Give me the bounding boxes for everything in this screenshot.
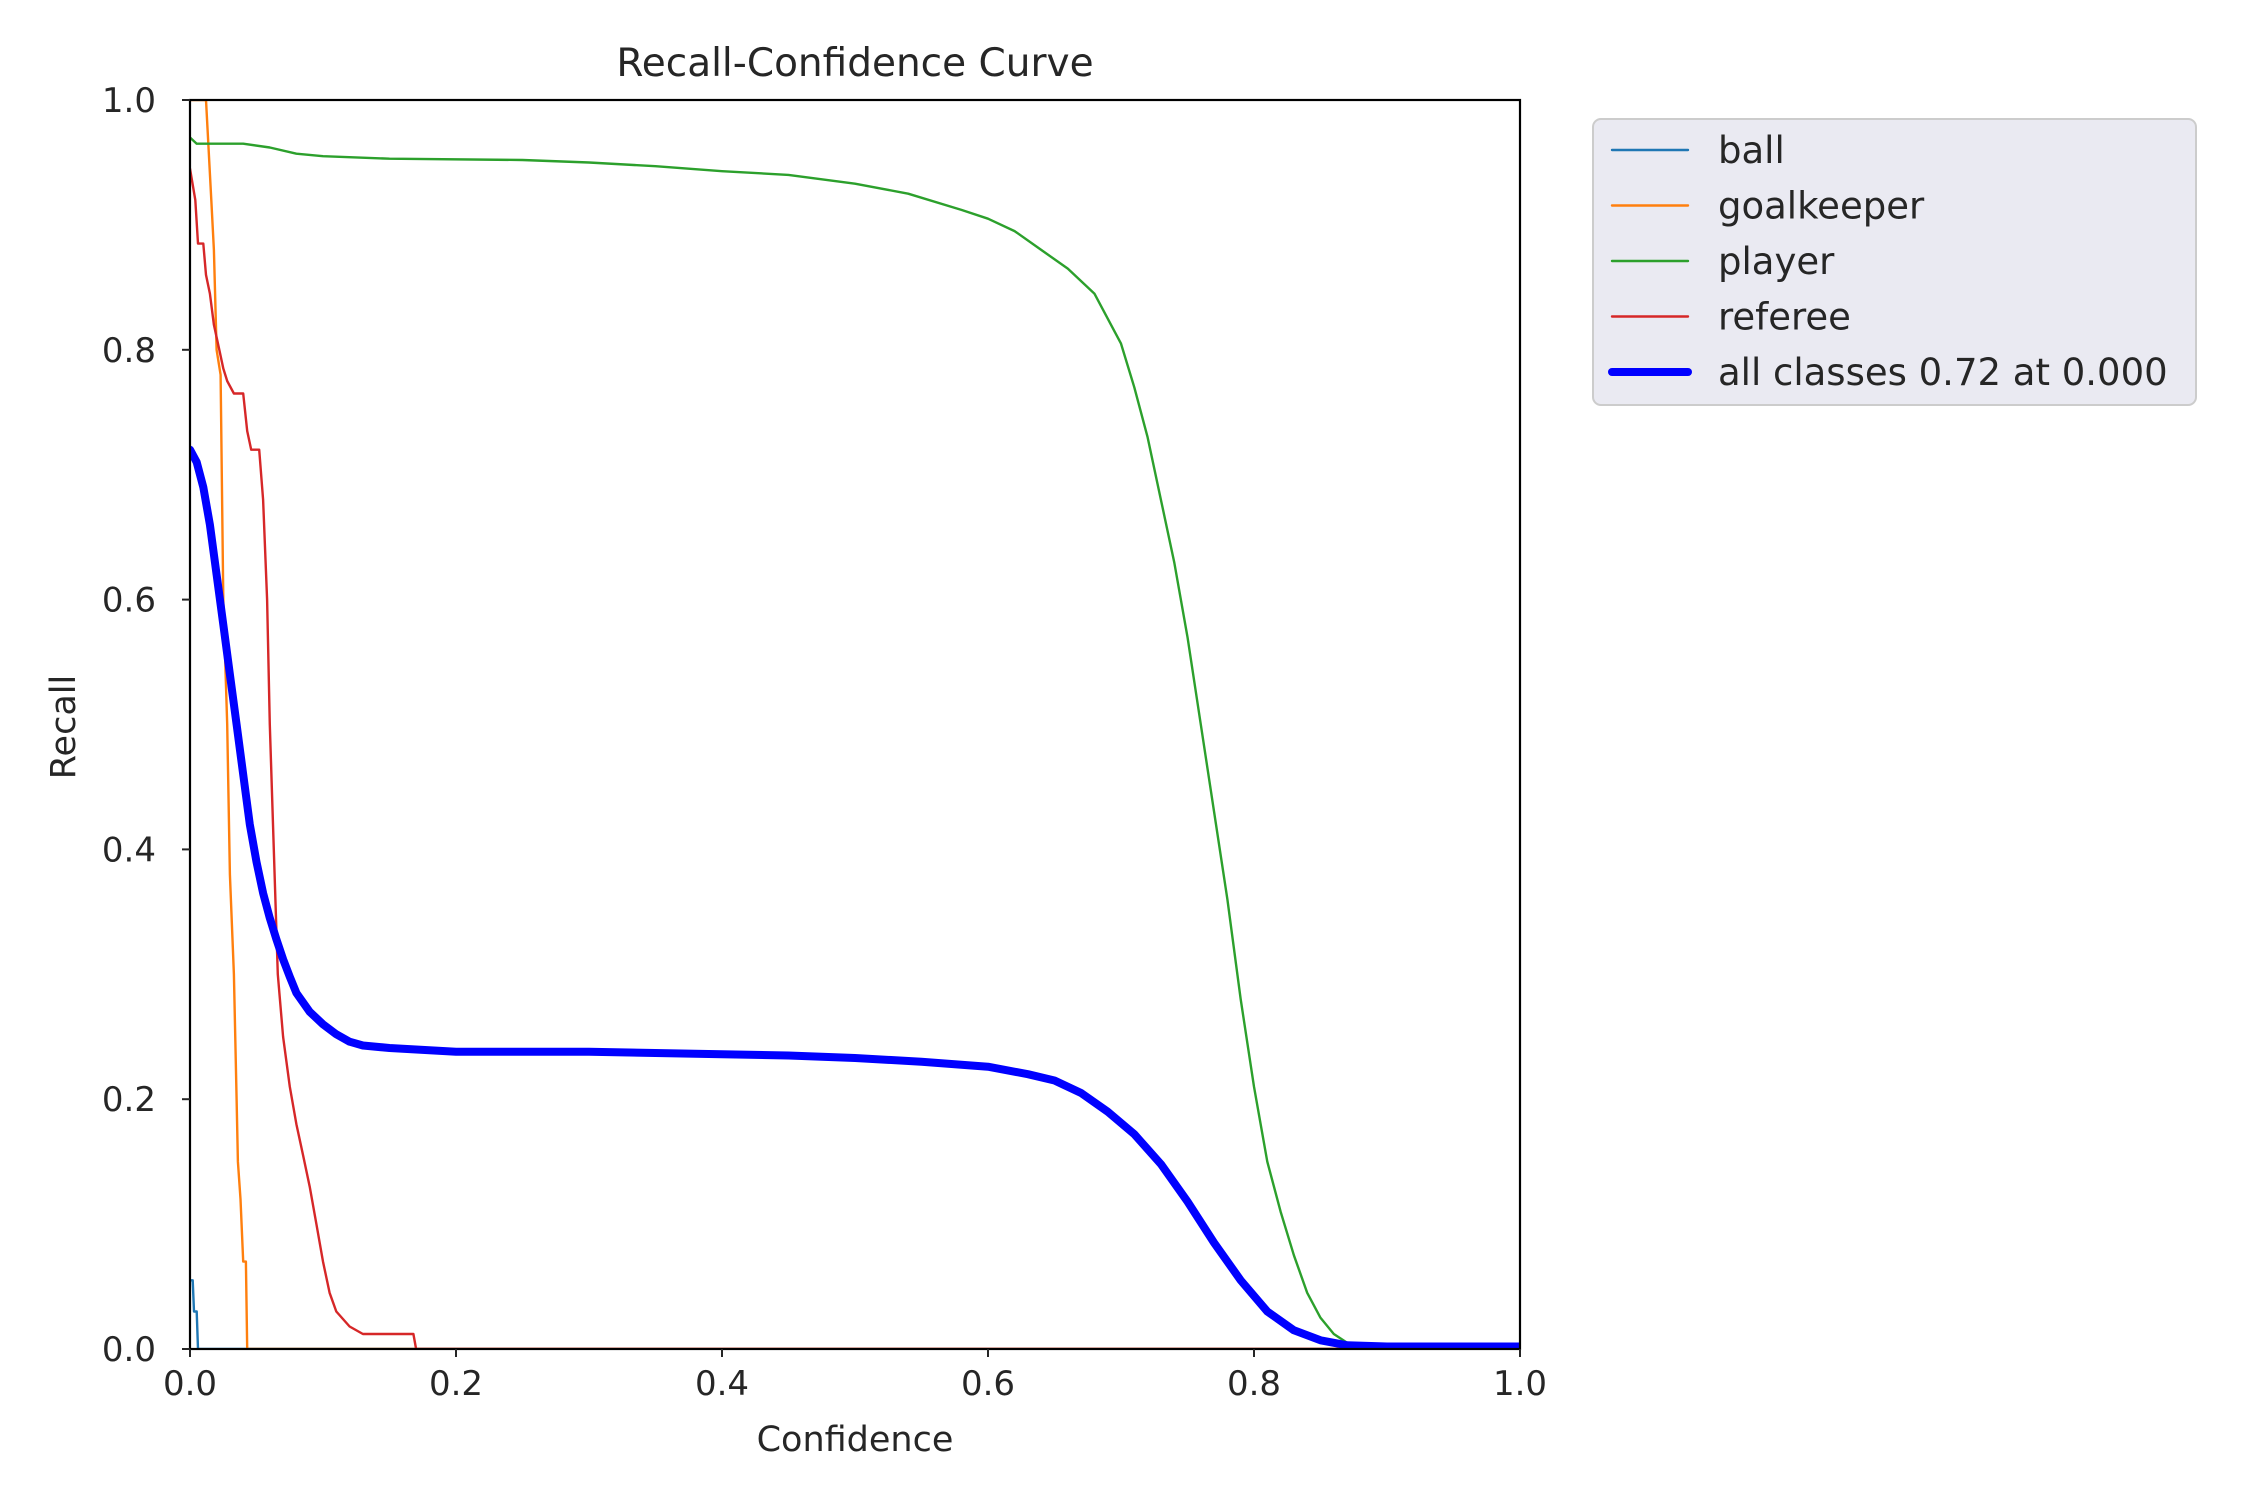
x-tick-label: 0.0	[163, 1364, 217, 1404]
y-axis-label: Recall	[44, 675, 84, 779]
legend-box	[1592, 118, 2197, 406]
series-line-goalkeeper	[190, 100, 1520, 1349]
legend-label: player	[1718, 240, 1835, 283]
legend-item-all-classes-0-72-at-0-000: all classes 0.72 at 0.000	[1608, 351, 2168, 394]
y-tick-label: 0.2	[102, 1080, 156, 1120]
legend-label: all classes 0.72 at 0.000	[1718, 351, 2168, 394]
legend: ball goalkeeper player referee all classes 0…	[1592, 118, 2197, 406]
chart-title: Recall-Confidence Curve	[616, 41, 1093, 86]
legend-item-goalkeeper: goalkeeper	[1610, 185, 1925, 228]
y-tick-label: 0.0	[102, 1330, 156, 1370]
series-line-referee	[190, 167, 1520, 1349]
x-tick-label: 0.8	[1227, 1364, 1281, 1404]
series-line-all-classes-0-72-at-0-000	[190, 445, 1520, 1349]
plot-lines	[190, 100, 1520, 1349]
y-tick-label: 0.4	[102, 830, 156, 870]
legend-item-referee: referee	[1610, 296, 1851, 339]
legend-label: ball	[1718, 129, 1785, 172]
plot-frame	[188, 98, 1522, 1351]
y-tick-label: 1.0	[102, 81, 156, 121]
legend-item-player: player	[1610, 240, 1835, 283]
series-line-player	[190, 136, 1520, 1349]
x-tick-label: 0.2	[429, 1364, 483, 1404]
x-axis-label: Confidence	[757, 1420, 954, 1460]
y-tick-label: 0.6	[102, 581, 156, 621]
legend-label: goalkeeper	[1718, 185, 1925, 228]
y-axis-ticks: 0.0 0.2 0.4 0.6 0.8 1.0	[102, 81, 190, 1370]
x-tick-label: 0.6	[961, 1364, 1015, 1404]
legend-label: referee	[1718, 296, 1851, 339]
legend-item-ball: ball	[1610, 129, 1785, 172]
x-tick-label: 0.4	[695, 1364, 749, 1404]
x-axis-ticks: 0.0 0.2 0.4 0.6 0.8 1.0	[163, 1349, 1547, 1404]
series-line-ball	[190, 1279, 1520, 1349]
x-tick-label: 1.0	[1493, 1364, 1547, 1404]
y-tick-label: 0.8	[102, 331, 156, 371]
